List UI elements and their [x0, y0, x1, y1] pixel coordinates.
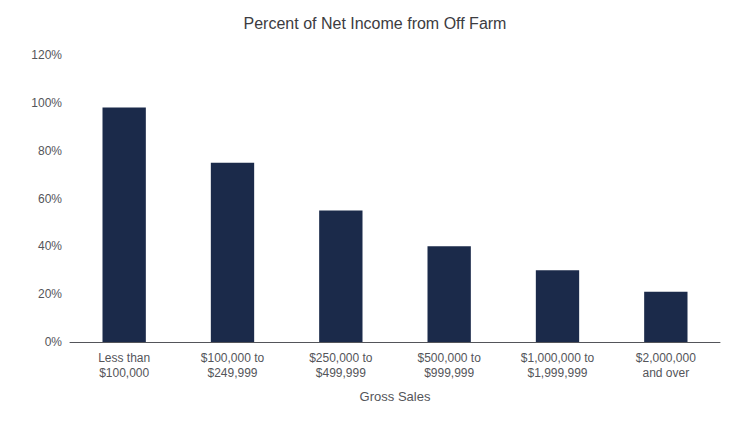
- svg-text:Gross Sales: Gross Sales: [360, 389, 431, 404]
- svg-text:and over: and over: [642, 366, 689, 380]
- svg-text:$249,999: $249,999: [207, 366, 257, 380]
- svg-text:40%: 40%: [38, 239, 62, 253]
- svg-text:60%: 60%: [38, 192, 62, 206]
- svg-text:$100,000: $100,000: [99, 366, 149, 380]
- svg-text:80%: 80%: [38, 144, 62, 158]
- svg-text:$2,000,000: $2,000,000: [636, 351, 696, 365]
- svg-text:$499,999: $499,999: [316, 366, 366, 380]
- svg-text:0%: 0%: [45, 335, 63, 349]
- svg-text:100%: 100%: [31, 96, 62, 110]
- svg-text:Less than: Less than: [98, 351, 150, 365]
- svg-text:$500,000 to: $500,000 to: [417, 351, 481, 365]
- svg-text:$1,000,000 to: $1,000,000 to: [521, 351, 595, 365]
- svg-text:$100,000 to: $100,000 to: [201, 351, 265, 365]
- svg-text:$1,999,999: $1,999,999: [527, 366, 587, 380]
- svg-text:120%: 120%: [31, 48, 62, 62]
- svg-text:20%: 20%: [38, 287, 62, 301]
- svg-text:$250,000 to: $250,000 to: [309, 351, 373, 365]
- svg-text:Percent of Net Income from Off: Percent of Net Income from Off Farm: [244, 15, 507, 32]
- svg-text:$999,999: $999,999: [424, 366, 474, 380]
